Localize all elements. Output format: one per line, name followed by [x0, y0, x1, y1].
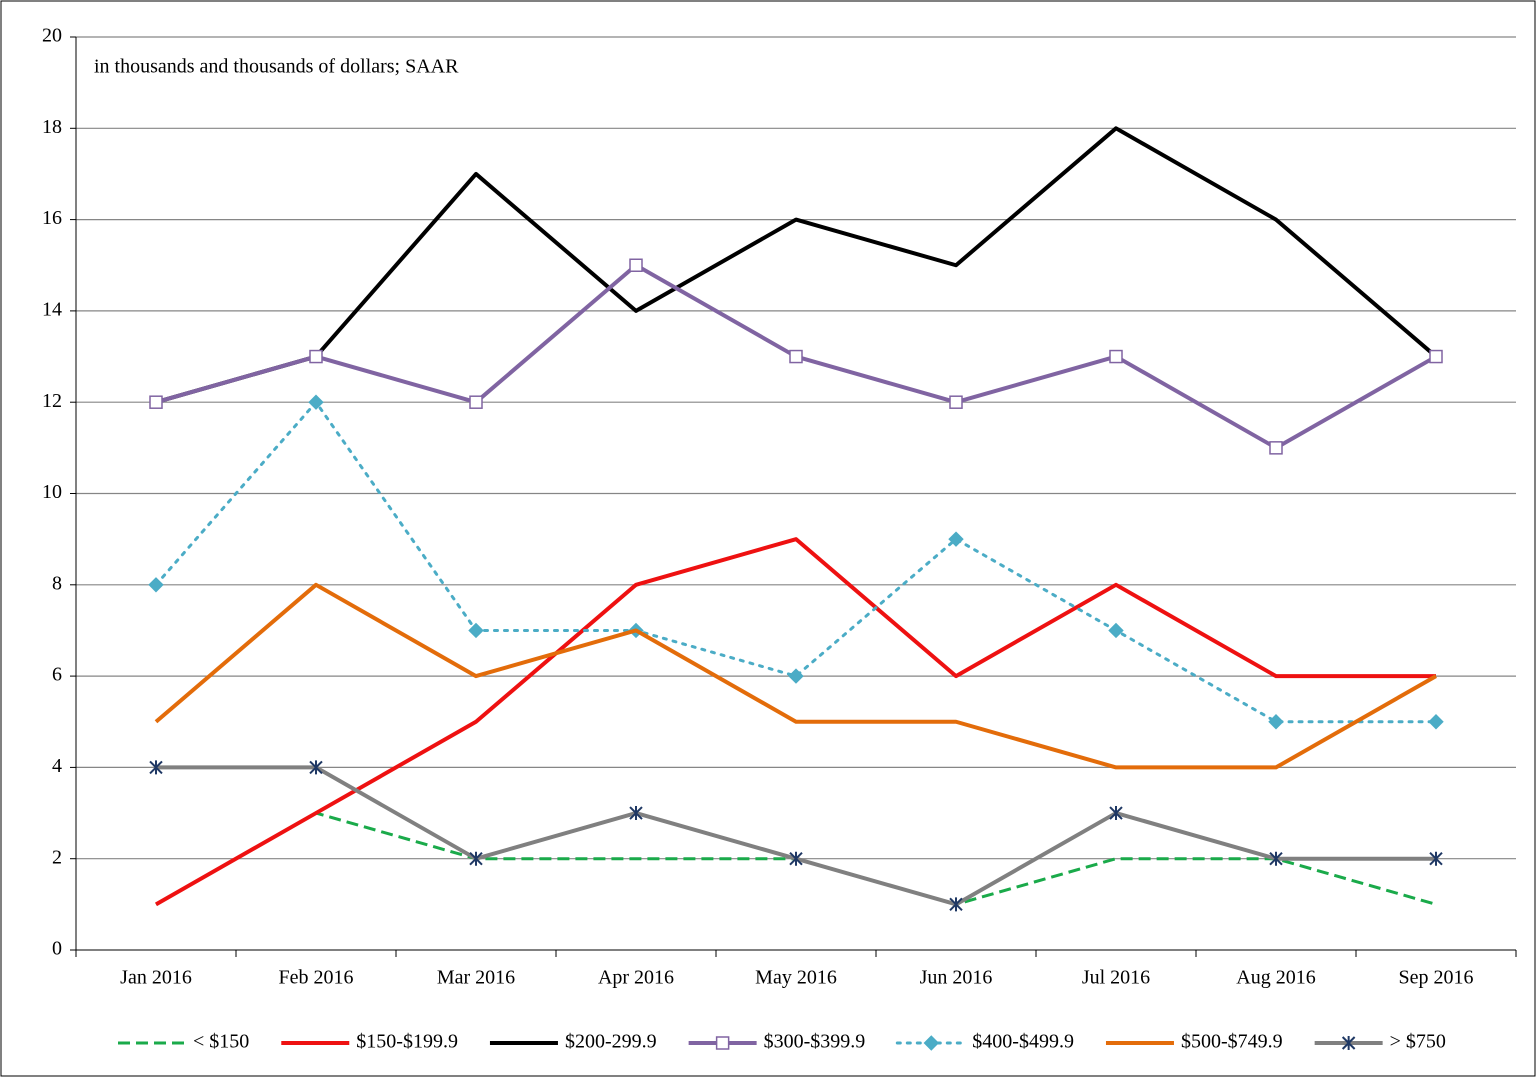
- marker: [308, 394, 324, 410]
- marker: [1269, 441, 1283, 455]
- legend-marker: [1341, 1036, 1356, 1050]
- marker: [789, 349, 803, 364]
- x-tick-label: May 2016: [755, 967, 837, 989]
- marker: [949, 897, 963, 912]
- y-tick-label: 14: [42, 298, 62, 320]
- marker: [149, 760, 163, 775]
- y-tick-label: 16: [42, 207, 62, 229]
- x-tick-label: Mar 2016: [437, 967, 515, 989]
- legend-label: < $150: [193, 1031, 249, 1053]
- y-tick-label: 2: [52, 846, 62, 868]
- series-line: [155, 126, 1438, 405]
- marker: [1109, 806, 1123, 821]
- marker: [309, 349, 323, 364]
- y-tick-label: 6: [52, 664, 62, 686]
- y-tick-label: 8: [52, 572, 62, 594]
- marker: [1269, 851, 1283, 866]
- legend-label: $300-$399.9: [764, 1031, 866, 1053]
- marker: [1109, 349, 1123, 364]
- marker: [948, 531, 964, 547]
- legend-label: $500-$749.9: [1181, 1031, 1283, 1053]
- marker: [149, 395, 163, 409]
- x-tick-label: Apr 2016: [598, 967, 674, 989]
- legend-marker: [923, 1035, 940, 1051]
- marker: [148, 577, 164, 593]
- x-tick-label: Jan 2016: [120, 967, 192, 989]
- marker: [629, 258, 643, 272]
- x-tick-label: Aug 2016: [1236, 967, 1315, 989]
- x-tick-label: Jun 2016: [920, 967, 993, 989]
- marker: [1268, 714, 1284, 730]
- y-tick-label: 10: [42, 481, 62, 503]
- y-tick-label: 20: [42, 25, 62, 47]
- x-tick-label: Sep 2016: [1399, 967, 1474, 989]
- marker: [309, 760, 323, 775]
- marker: [788, 668, 804, 684]
- marker: [629, 806, 643, 821]
- marker: [1429, 349, 1443, 364]
- marker: [1108, 622, 1124, 639]
- legend-label: > $750: [1390, 1031, 1446, 1053]
- legend: < $150 $150-$199.9 $200-299.9 $300-$399.9 $4…: [118, 1031, 1446, 1053]
- marker: [789, 851, 803, 866]
- legend-label: $150-$199.9: [356, 1031, 458, 1053]
- x-tick-label: Feb 2016: [279, 967, 354, 989]
- marker: [468, 622, 484, 639]
- y-tick-label: 4: [52, 755, 62, 777]
- marker: [469, 395, 483, 409]
- y-tick-label: 12: [42, 390, 62, 412]
- marker: [1428, 714, 1444, 730]
- annotation: in thousands and thousands of dollars; S…: [94, 56, 459, 78]
- legend-marker: [715, 1036, 730, 1050]
- y-tick-label: 18: [42, 116, 62, 138]
- y-tick-label: 0: [52, 938, 62, 960]
- series-line: [154, 582, 1437, 770]
- x-tick-label: Jul 2016: [1082, 967, 1150, 989]
- series-line: [155, 537, 1436, 907]
- marker: [949, 395, 963, 409]
- marker: [1429, 851, 1443, 866]
- legend-label: $400-$499.9: [972, 1031, 1074, 1053]
- marker: [469, 851, 483, 866]
- legend-label: $200-299.9: [565, 1031, 657, 1053]
